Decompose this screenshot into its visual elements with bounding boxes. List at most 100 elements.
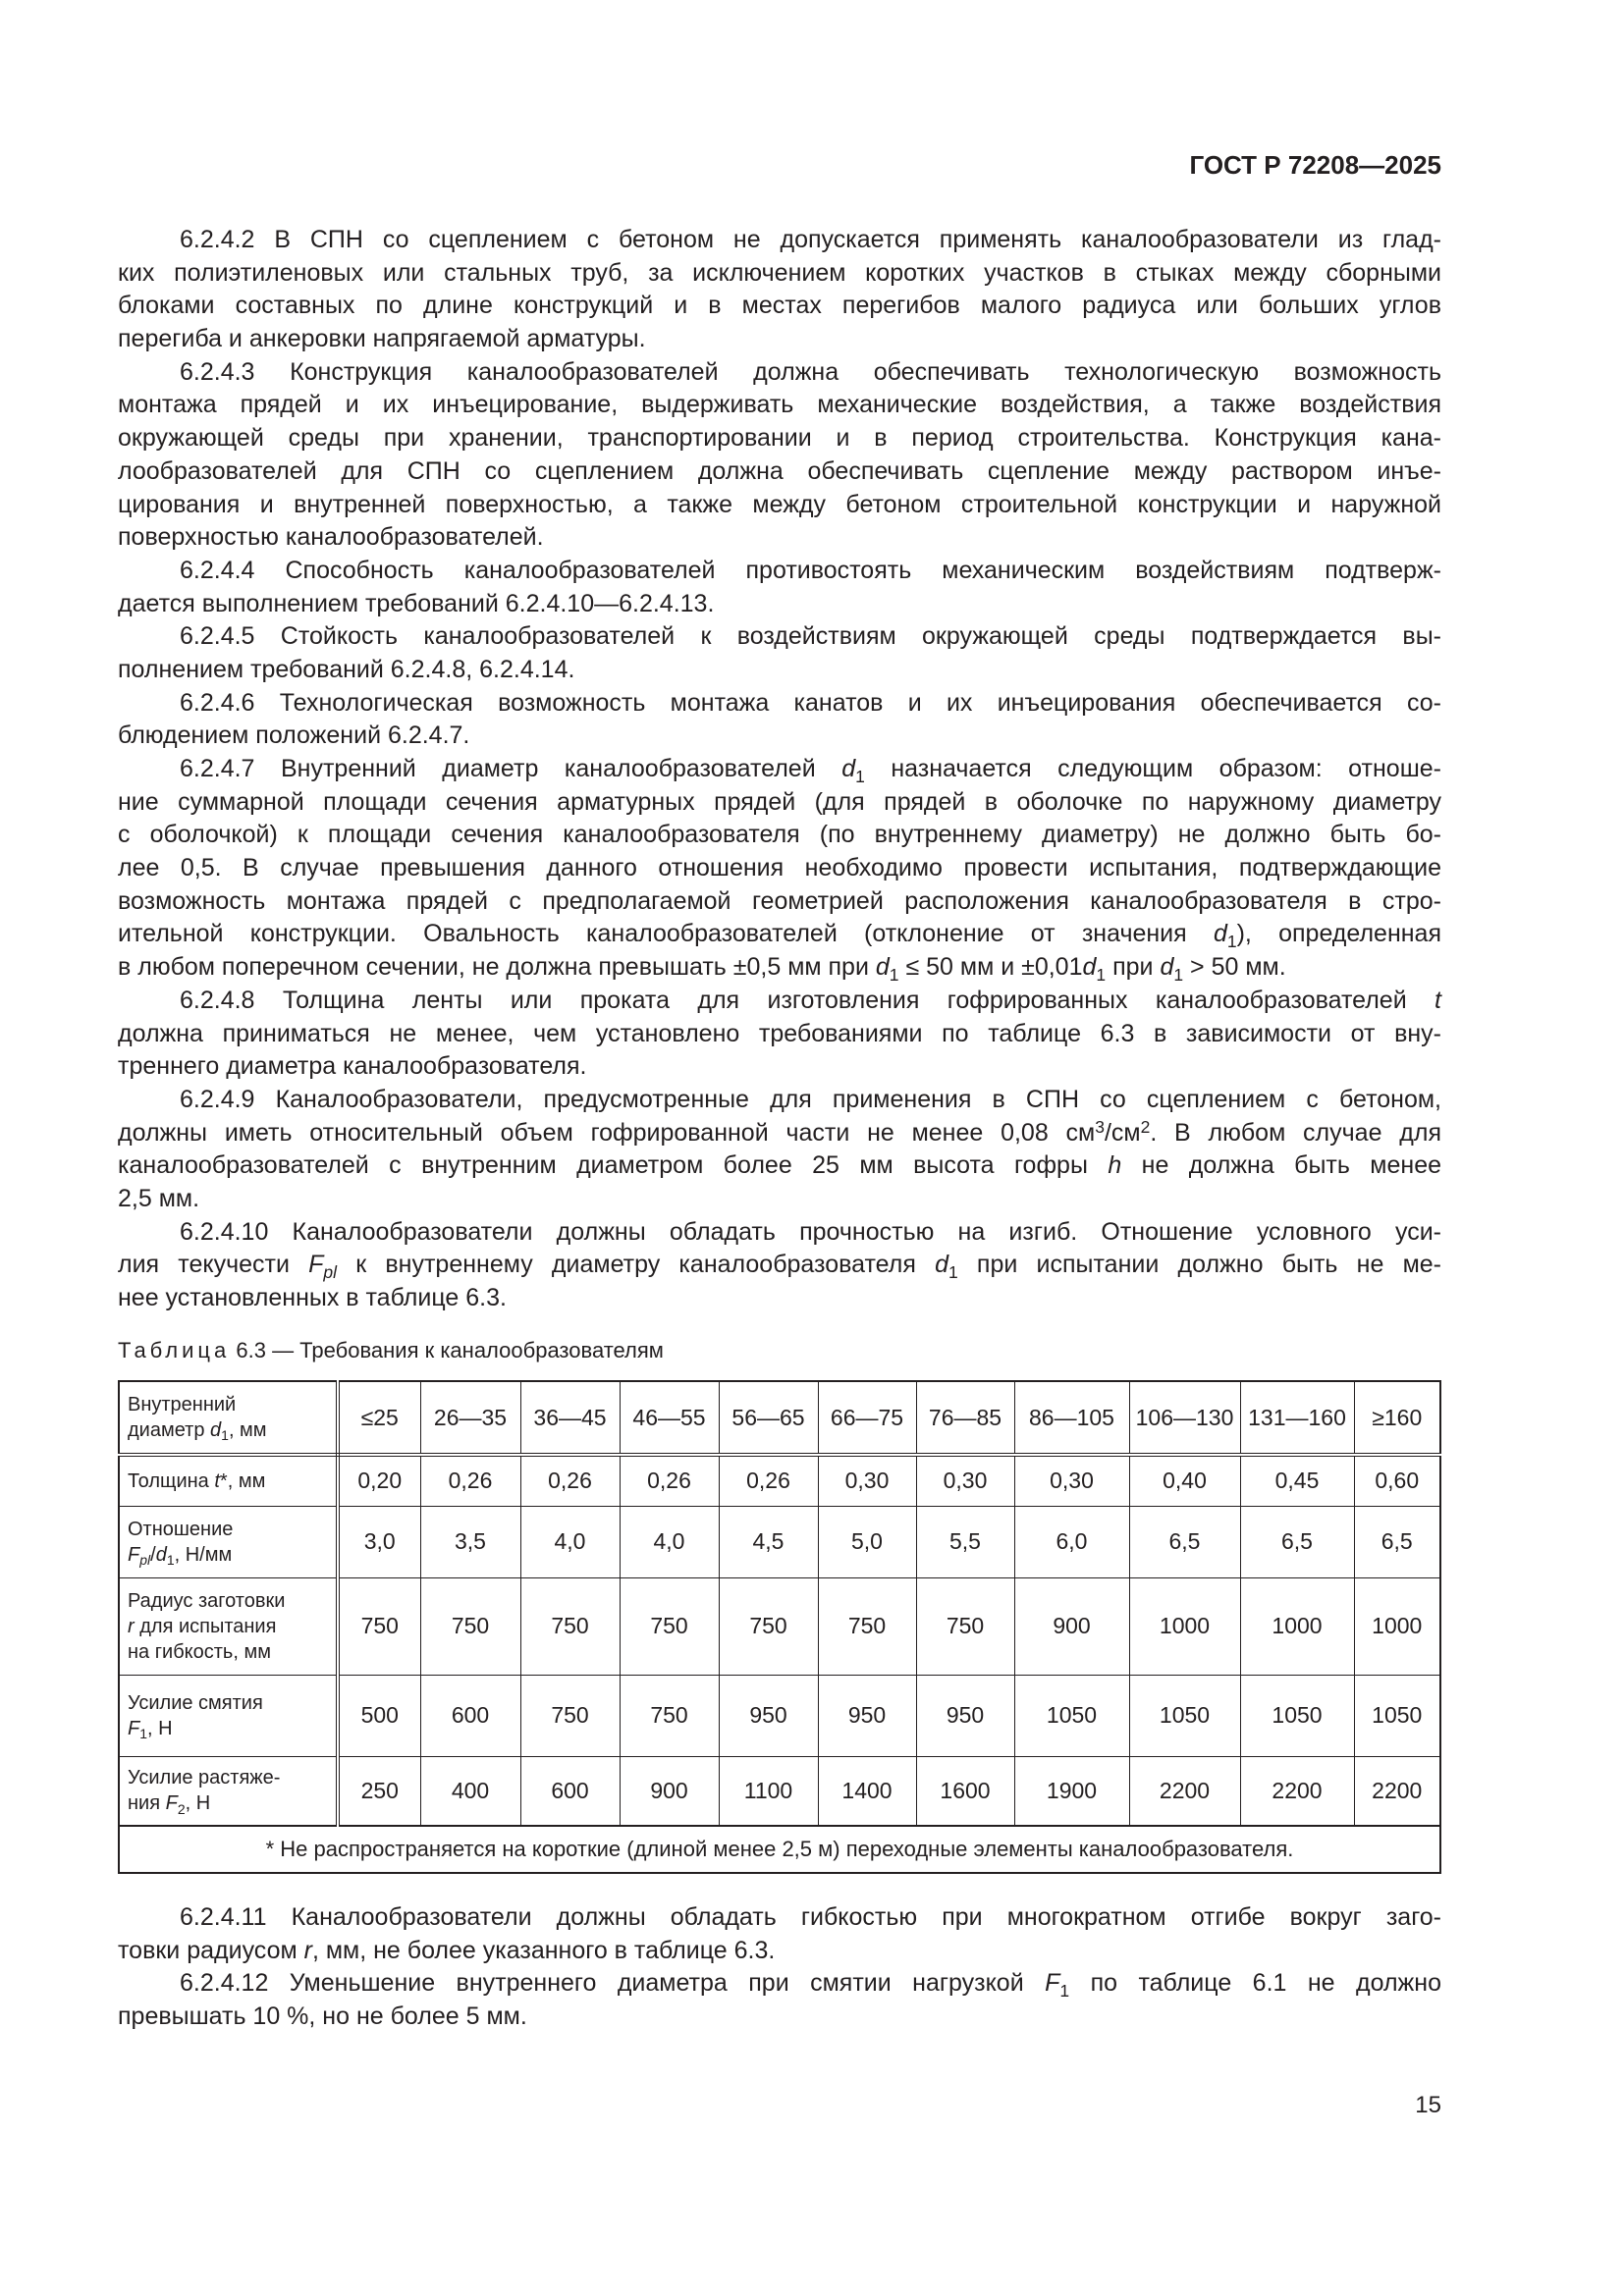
- table-row: Усилие смятия F1, Н 500 600 750 750 950 950 950 1…: [118, 1674, 1441, 1757]
- text-run: монтажа прядей и их инъецирование, выдер…: [118, 391, 1441, 419]
- text-run: ительной конструкции. Овальность каналоо…: [118, 920, 1214, 948]
- table-footnote: * Не распространяется на короткие (длино…: [118, 1825, 1441, 1874]
- text-run: 6.2.4.9 Каналообразователи, предусмотрен…: [180, 1085, 1441, 1113]
- text-line: блюдением положений 6.2.4.7.: [118, 720, 1441, 753]
- table-cell: 0,60: [1353, 1454, 1441, 1507]
- table-cell: 0,26: [519, 1454, 621, 1507]
- text-line: 6.2.4.9 Каналообразователи, предусмотрен…: [118, 1084, 1441, 1117]
- text-line: 6.2.4.10 Каналообразователи должны облад…: [118, 1216, 1441, 1250]
- text-line: дается выполнением требований 6.2.4.10—6…: [118, 588, 1441, 621]
- table-cell: 0,20: [337, 1454, 421, 1507]
- text-line: 6.2.4.8 Толщина ленты или проката для из…: [118, 985, 1441, 1018]
- text-line: окружающей среды при хранении, транспорт…: [118, 422, 1441, 455]
- text-run: Отношение: [128, 1518, 234, 1540]
- text-run: нее установленных в таблице 6.3.: [118, 1284, 507, 1311]
- table-cell: 600: [519, 1755, 621, 1827]
- table-cell: 0,30: [915, 1454, 1015, 1507]
- text-line: ких полиэтиленовых или стальных труб, за…: [118, 257, 1441, 291]
- text-line: 6.2.4.2 В СПН со сцеплением с бетоном не…: [118, 224, 1441, 257]
- text-line: лообразователей для СПН со сцеплением до…: [118, 455, 1441, 489]
- paragraph: 6.2.4.11 Каналообразователи должны облад…: [118, 1901, 1441, 1967]
- text-line: 6.2.4.3 Конструкция каналообразователей …: [118, 356, 1441, 390]
- table-cell: 600: [419, 1674, 521, 1757]
- text-run: Усилие смятия: [128, 1691, 263, 1714]
- table-cell: 4,5: [718, 1505, 819, 1578]
- column-header: 106—130: [1128, 1380, 1241, 1457]
- text-line: 2,5 мм.: [118, 1183, 1441, 1216]
- table-cell: 750: [718, 1576, 819, 1676]
- math-symbol: r: [128, 1615, 135, 1637]
- table-cell: 2200: [1353, 1755, 1441, 1827]
- subscript: 1: [1059, 1980, 1070, 2001]
- subscript: 1: [1173, 964, 1184, 985]
- text-run: лообразователей для СПН со сцеплением до…: [118, 456, 1441, 485]
- table-cell: 1600: [915, 1755, 1015, 1827]
- text-run: на гибкость, мм: [128, 1640, 271, 1663]
- text-line: 6.2.4.7 Внутренний диаметр каналообразов…: [118, 753, 1441, 786]
- table-cell: 4,0: [619, 1505, 720, 1578]
- text-run: . В любом случае для: [1150, 1118, 1441, 1147]
- text-run: , Н: [147, 1717, 173, 1739]
- table-cell: 750: [619, 1674, 720, 1757]
- body-text-top: 6.2.4.2 В СПН со сцеплением с бетоном не…: [118, 224, 1441, 1315]
- table-cell: 750: [419, 1576, 521, 1676]
- text-run: цирования и внутренней поверхностью, а т…: [118, 490, 1441, 518]
- text-run: , мм: [228, 1419, 267, 1441]
- text-run: при: [1106, 953, 1161, 982]
- text-run: блоками составных по длине конструкций и…: [118, 292, 1441, 320]
- table-cell: 0,40: [1128, 1454, 1241, 1507]
- text-run: должны иметь относительный объем гофриро…: [118, 1118, 1096, 1147]
- text-run: по таблице 6.1 не должно: [1069, 1969, 1441, 1998]
- math-symbol: F: [1045, 1969, 1060, 1998]
- text-run: полнением требований 6.2.4.8, 6.2.4.14.: [118, 655, 575, 683]
- text-run: блюдением положений 6.2.4.7.: [118, 721, 470, 750]
- subscript: 1: [1096, 964, 1107, 985]
- table-cell: 6,5: [1353, 1505, 1441, 1578]
- column-header: 66—75: [817, 1380, 917, 1457]
- math-symbol: d: [155, 1543, 167, 1566]
- math-symbol: r: [303, 1936, 312, 1964]
- table-cell: 750: [337, 1576, 421, 1676]
- text-run: товки радиусом: [118, 1936, 304, 1964]
- text-run: 6.2.4.12 Уменьшение внутреннего диаметра…: [180, 1969, 1046, 1998]
- table-cell: 3,5: [419, 1505, 521, 1578]
- text-line: товки радиусом r, мм, не более указанног…: [118, 1935, 1441, 1968]
- math-symbol: F: [165, 1792, 178, 1815]
- subscript: 1: [166, 1551, 175, 1568]
- table-cell: 1100: [718, 1755, 819, 1827]
- text-run: 6.2.4.11 Каналообразователи должны облад…: [180, 1903, 1441, 1931]
- table-cell: 2200: [1239, 1755, 1355, 1827]
- text-line: перегиба и анкеровки напрягаемой арматур…: [118, 323, 1441, 356]
- table-footnote-row: * Не распространяется на короткие (длино…: [118, 1825, 1441, 1874]
- table-cell: 750: [519, 1674, 621, 1757]
- table-cell: 3,0: [337, 1505, 421, 1578]
- math-symbol: t: [214, 1469, 220, 1492]
- text-line: превышать 10 %, но не более 5 мм.: [118, 2001, 1441, 2034]
- subscript: 1: [1226, 932, 1237, 952]
- row-label-line: Усилие растяже-: [128, 1765, 336, 1790]
- table-cell: 750: [519, 1576, 621, 1676]
- text-run: в любом поперечном сечении, не должна пр…: [118, 953, 876, 982]
- table-caption: Таблица 6.3 — Требования к каналообразов…: [118, 1337, 664, 1364]
- text-line: 6.2.4.11 Каналообразователи должны облад…: [118, 1901, 1441, 1935]
- table-cell: 1050: [1353, 1674, 1441, 1757]
- paragraph: 6.2.4.12 Уменьшение внутреннего диаметра…: [118, 1967, 1441, 2033]
- text-line: 6.2.4.6 Технологическая возможность монт…: [118, 687, 1441, 721]
- table-cell: 5,5: [915, 1505, 1015, 1578]
- math-symbol: F: [308, 1251, 324, 1279]
- subscript: 2: [177, 1800, 186, 1817]
- subscript: pl: [139, 1551, 151, 1568]
- text-run: ких полиэтиленовых или стальных труб, за…: [118, 258, 1441, 287]
- text-run: возможность монтажа прядей с предполагае…: [118, 886, 1441, 915]
- table-cell: 500: [337, 1674, 421, 1757]
- table-cell: 5,0: [817, 1505, 917, 1578]
- table-cell: 6,0: [1013, 1505, 1130, 1578]
- text-run: > 50 мм.: [1183, 953, 1286, 982]
- text-run: Радиус заготовки: [128, 1589, 286, 1612]
- table-cell: 4,0: [519, 1505, 621, 1578]
- text-run: 6.2.4.7 Внутренний диаметр каналообразов…: [180, 755, 842, 782]
- text-line: ние суммарной площади сечения арматурных…: [118, 786, 1441, 820]
- text-run: 6.2.4.3 Конструкция каналообразователей …: [180, 357, 1441, 386]
- subscript: 1: [139, 1725, 148, 1741]
- paragraph: 6.2.4.2 В СПН со сцеплением с бетоном не…: [118, 224, 1441, 356]
